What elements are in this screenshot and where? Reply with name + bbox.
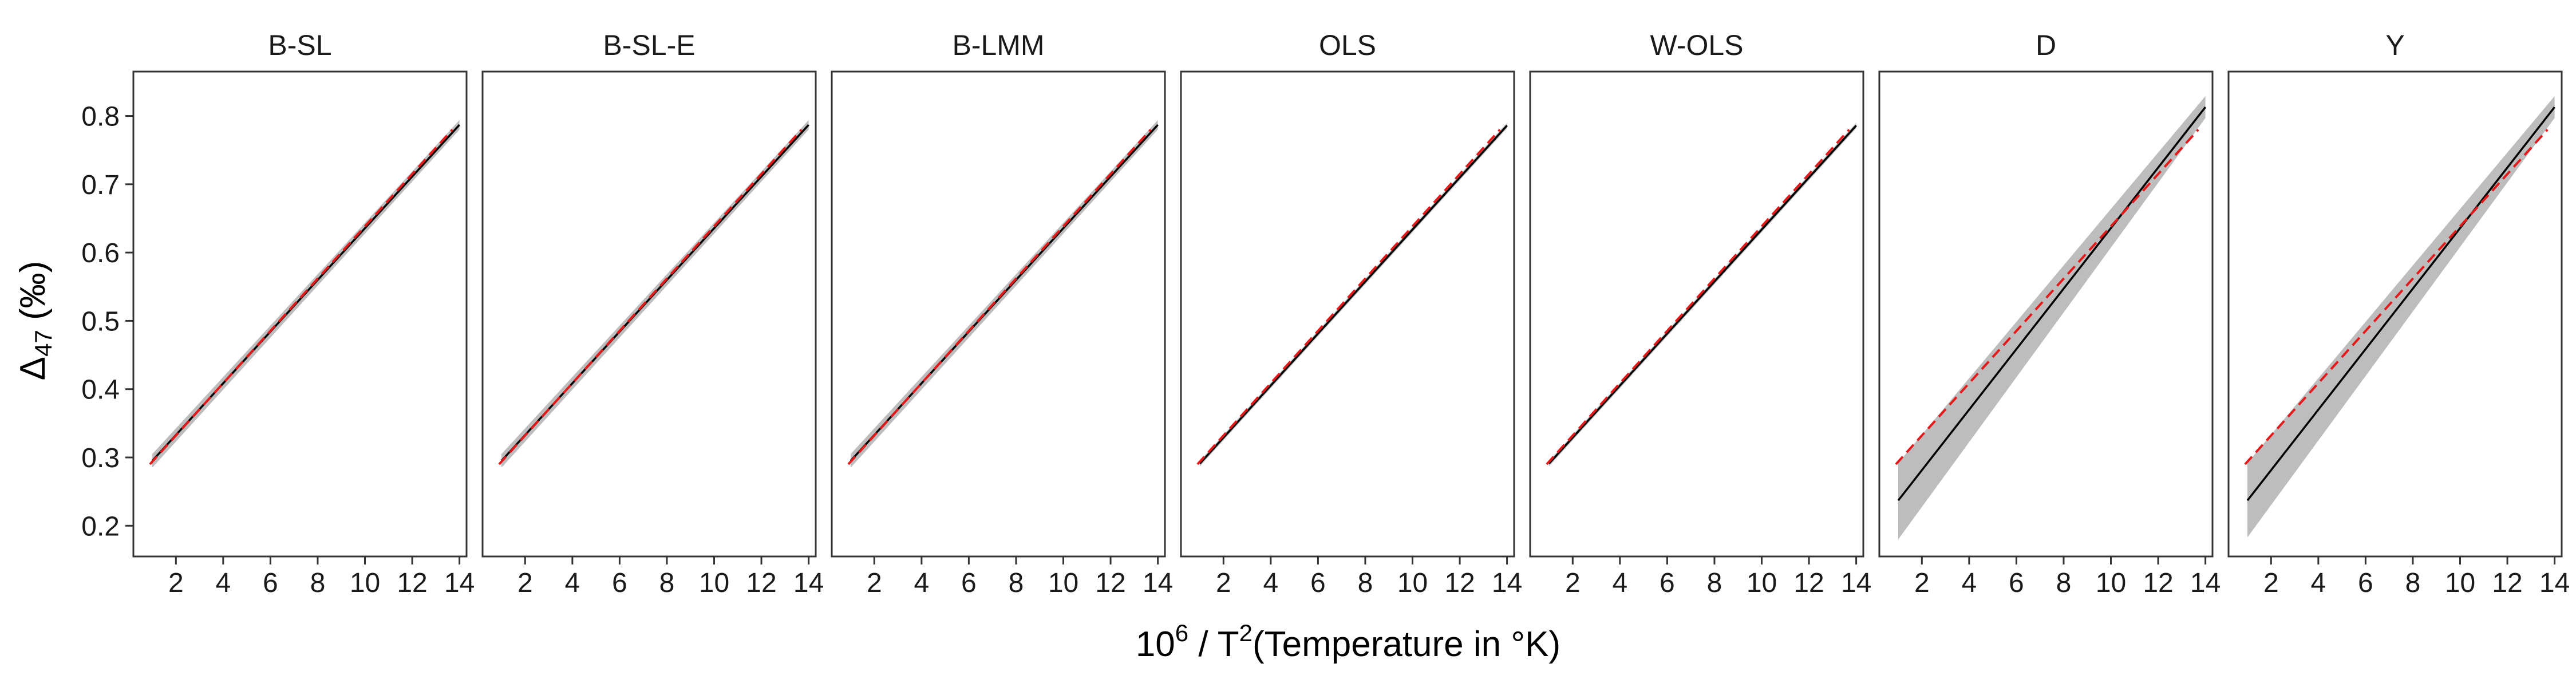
x-tick-label: 12 [2143,568,2173,598]
x-tick-label: 14 [444,568,475,598]
y-axis-title: Δ47 (‰) [13,261,57,381]
x-tick-label: 2 [168,568,184,598]
panel-title: Y [2385,29,2404,61]
x-tick-label: 4 [1961,568,1977,598]
reference-line [498,129,803,465]
x-tick-label: 2 [1565,568,1581,598]
panel-ols: OLS 2 4 6 8 10 12 14 [1180,29,1522,598]
x-tick-label: 8 [659,568,675,598]
x-tick-label: 6 [263,568,278,598]
reference-line [1196,129,1501,465]
panel-y: Y 2 4 6 8 10 12 14 [2227,29,2570,598]
fit-line [1897,106,2206,502]
y-tick-label: 0.2 [81,511,120,542]
panel-w-ols: W-OLS 2 4 6 8 10 12 14 [1529,29,1871,598]
panel-title: B-LMM [952,29,1044,61]
x-tick-label: 2 [1914,568,1930,598]
x-axis-title: 106 / T2(Temperature in °K) [1136,619,1560,664]
panel-title: D [2036,29,2056,61]
y-tick-label: 0.4 [81,375,120,405]
x-tick-label: 12 [1444,568,1475,598]
y-tick-label: 0.6 [81,238,120,269]
x-tick-label: 12 [2492,568,2522,598]
x-tick-label: 8 [2405,568,2421,598]
y-tick-label: 0.5 [81,306,120,337]
panel-frame [481,70,817,558]
x-tick-label: 6 [961,568,977,598]
x-tick-label: 6 [612,568,627,598]
x-tick-label: 6 [2358,568,2373,598]
x-tick-label: 10 [350,568,380,598]
x-tick-label: 10 [699,568,729,598]
reference-line [1546,129,1850,465]
panel-b-sl: B-SL 2 4 6 8 10 12 14 0.2 0.3 0.4 0.5 0.6 0.7 0.8 [81,29,475,598]
reference-line [847,129,1152,465]
reference-line [149,129,453,465]
x-tick-label: 10 [2445,568,2475,598]
x-tick-label: 12 [746,568,776,598]
x-tick-label: 10 [2096,568,2126,598]
reference-line [1895,129,2199,465]
x-tick-label: 6 [1310,568,1326,598]
panel-d: D 2 4 6 8 10 12 14 [1878,29,2221,598]
x-tick-label: 14 [1841,568,1871,598]
panel-frame [132,70,468,558]
y-tick-label: 0.7 [81,170,120,200]
x-tick-label: 4 [564,568,580,598]
x-tick-label: 2 [2263,568,2279,598]
x-tick-label: 2 [867,568,882,598]
x-tick-label: 8 [1009,568,1024,598]
x-tick-label: 10 [1048,568,1078,598]
y-tick-label: 0.3 [81,443,120,473]
x-tick-label: 4 [2310,568,2326,598]
panel-frame [1180,70,1515,558]
x-tick-label: 10 [1747,568,1777,598]
x-tick-label: 8 [310,568,326,598]
x-tick-label: 2 [517,568,533,598]
x-tick-label: 8 [1707,568,1722,598]
x-tick-label: 4 [1612,568,1627,598]
reference-line [2244,129,2549,465]
x-tick-label: 2 [1216,568,1231,598]
x-tick-label: 14 [2190,568,2221,598]
panel-frame [831,70,1166,558]
x-tick-label: 12 [397,568,427,598]
panel-title: B-SL [268,29,331,61]
x-tick-label: 14 [1492,568,1522,598]
x-tick-label: 4 [215,568,231,598]
x-tick-label: 8 [1358,568,1373,598]
x-tick-label: 12 [1793,568,1824,598]
fit-line [2246,106,2555,502]
x-tick-label: 14 [1143,568,1173,598]
x-tick-label: 4 [1263,568,1278,598]
fit-line [1199,125,1508,464]
x-tick-label: 8 [2056,568,2072,598]
panel-title: W-OLS [1650,29,1744,61]
x-tick-label: 10 [1397,568,1428,598]
fit-line [1548,125,1857,464]
panel-b-lmm: B-LMM 2 4 6 8 10 12 14 [831,29,1173,598]
x-tick-label: 6 [2009,568,2024,598]
x-tick-label: 6 [1660,568,1675,598]
panel-frame [1529,70,1864,558]
panel-title: OLS [1319,29,1376,61]
x-tick-label: 12 [1095,568,1125,598]
x-tick-label: 14 [2539,568,2570,598]
panel-title: B-SL-E [603,29,695,61]
chart-panels: B-SL 2 4 6 8 10 12 14 0.2 0.3 0.4 0.5 0.6 0.7 0.8 B-SL-… [81,29,2570,598]
panel-b-sl-e: B-SL-E 2 4 6 8 10 12 14 [481,29,824,598]
y-tick-label: 0.8 [81,102,120,132]
x-tick-label: 14 [793,568,824,598]
x-tick-label: 4 [914,568,929,598]
